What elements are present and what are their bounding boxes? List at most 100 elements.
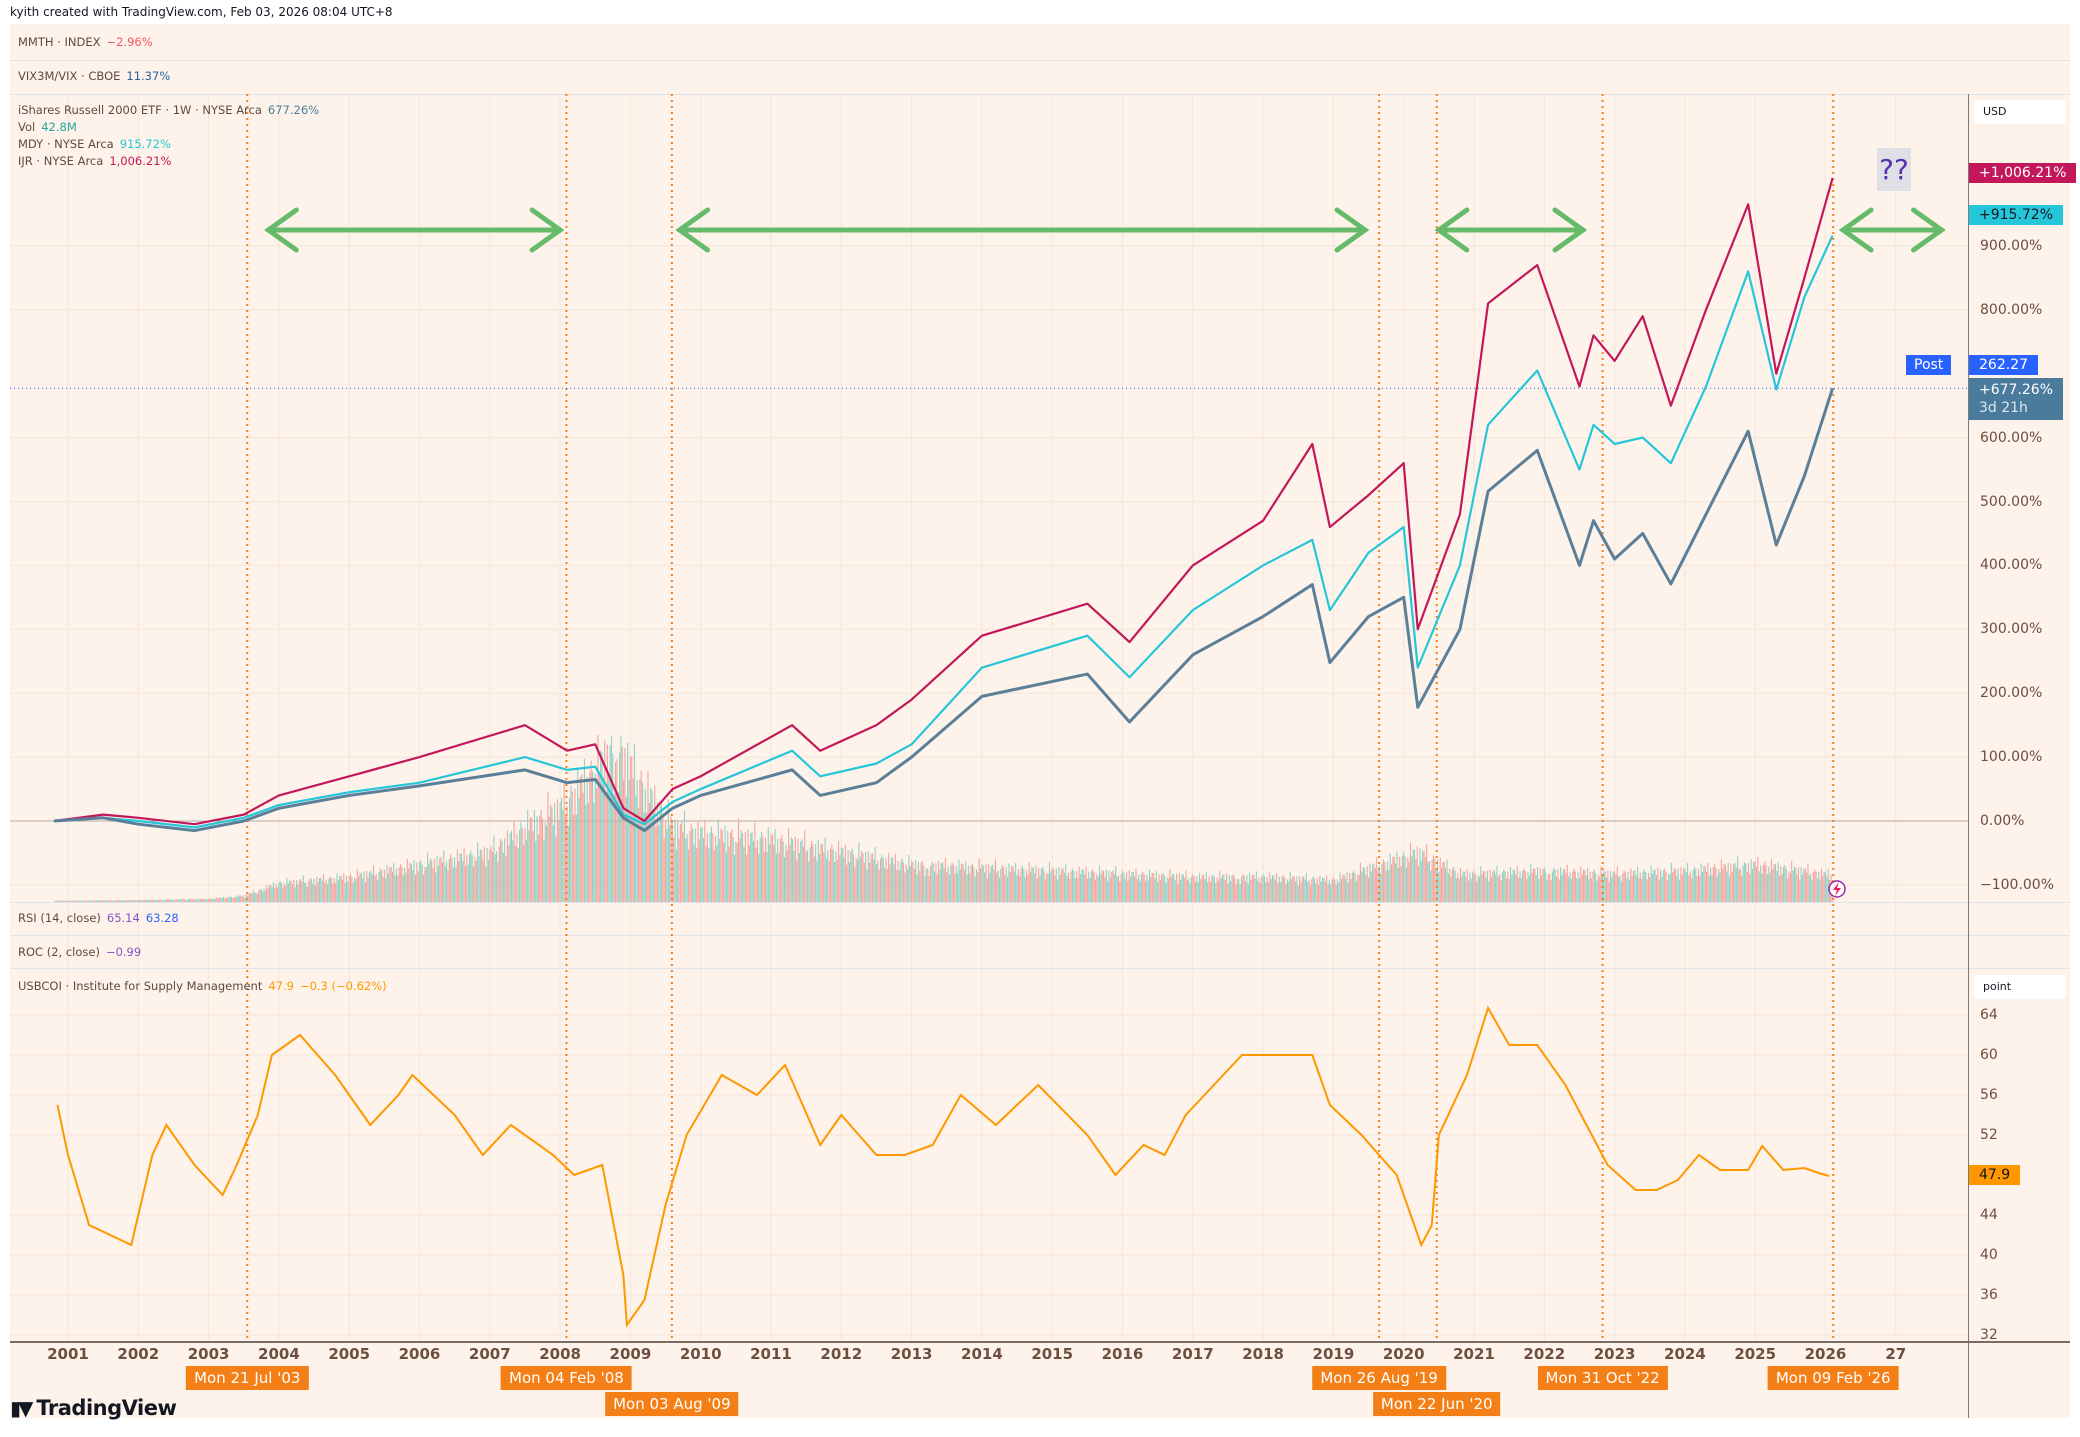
volume-bar — [614, 762, 617, 902]
date-marker-badge[interactable]: Mon 21 Jul '03 — [186, 1366, 309, 1390]
volume-bar — [322, 874, 325, 902]
volume-bar — [1531, 872, 1533, 902]
volume-bar — [1534, 868, 1536, 902]
volume-bar — [1568, 876, 1570, 902]
volume-bar — [848, 861, 850, 902]
legend-mmth[interactable]: MMTH · INDEX −2.96% — [18, 35, 153, 49]
volume-bar — [1189, 883, 1191, 902]
date-marker-badge[interactable]: Mon 31 Oct '22 — [1537, 1366, 1668, 1390]
date-marker-badge[interactable]: Mon 22 Jun '20 — [1372, 1392, 1501, 1416]
volume-bar — [785, 844, 787, 902]
volume-bar — [1234, 877, 1236, 902]
question-mark-note[interactable]: ?? — [1877, 148, 1911, 191]
volume-bar — [1601, 874, 1603, 902]
volume-bar — [1511, 874, 1513, 902]
legend-ism[interactable]: USBCOI · Institute for Supply Management… — [18, 979, 387, 993]
volume-bar — [1219, 871, 1221, 902]
volume-bar — [1109, 877, 1111, 902]
volume-bar — [639, 779, 641, 902]
volume-bar — [72, 900, 74, 902]
volume-bar — [1423, 850, 1425, 902]
volume-bar — [239, 895, 241, 902]
volume-bar — [320, 877, 322, 902]
volume-bar — [936, 874, 938, 902]
volume-bar — [1393, 856, 1395, 902]
volume-bar — [337, 879, 339, 902]
volume-bar — [312, 883, 314, 902]
volume-bar — [57, 900, 60, 902]
volume-bar — [564, 816, 567, 902]
tradingview-logo-icon: ▮▼ — [10, 1396, 33, 1420]
volume-bar — [1043, 870, 1045, 902]
volume-bar — [1647, 872, 1649, 902]
volume-bar — [781, 834, 783, 902]
volume-bar — [732, 837, 734, 902]
ijr-label: IJR · NYSE Arca — [18, 154, 104, 168]
volume-bar — [112, 900, 114, 902]
volume-bar — [750, 833, 752, 902]
volume-bar — [794, 836, 796, 902]
volume-bar — [395, 868, 398, 902]
legend-vix[interactable]: VIX3M/VIX · CBOE 11.37% — [18, 69, 170, 83]
volume-bar — [1776, 870, 1778, 902]
volume-bar — [1030, 871, 1032, 902]
date-marker-badge[interactable]: Mon 09 Feb '26 — [1767, 1366, 1899, 1390]
pane-divider[interactable] — [10, 902, 2070, 903]
volume-bar — [1228, 875, 1230, 902]
roc-value: −0.99 — [105, 945, 142, 959]
volume-bar — [183, 899, 185, 902]
volume-bar — [935, 862, 937, 902]
pane-divider[interactable] — [10, 968, 2070, 969]
volume-bar — [939, 869, 941, 902]
volume-bar — [1523, 868, 1525, 902]
date-marker-badge[interactable]: Mon 04 Feb '08 — [501, 1366, 632, 1390]
pane-divider[interactable] — [10, 935, 2070, 936]
volume-bar — [1273, 875, 1275, 902]
volume-bar — [1664, 868, 1666, 902]
volume-bar — [961, 863, 963, 902]
volume-bar — [351, 876, 353, 902]
volume-bar — [660, 801, 663, 902]
volume-bar — [563, 780, 565, 902]
volume-bar — [470, 850, 472, 902]
legend-main[interactable]: iShares Russell 2000 ETF · 1W · NYSE Arc… — [18, 102, 319, 170]
volume-bar — [1473, 870, 1475, 902]
volume-bar — [1446, 859, 1448, 902]
volume-bar — [570, 785, 572, 902]
volume-bar — [66, 901, 68, 902]
volume-bar — [762, 836, 764, 902]
volume-bar — [1150, 876, 1152, 902]
year-label: 2022 — [1523, 1345, 1566, 1363]
volume-bar — [1620, 881, 1622, 902]
date-marker-badge[interactable]: Mon 03 Aug '09 — [605, 1392, 739, 1416]
tradingview-logo[interactable]: ▮▼ TradingView — [10, 1396, 177, 1420]
ism-unit-selector[interactable]: point — [1974, 975, 2066, 999]
volume-bar — [1441, 868, 1443, 902]
volume-bar — [932, 863, 934, 902]
volume-bar — [525, 839, 527, 902]
volume-bar — [1489, 869, 1491, 902]
volume-bar — [285, 885, 287, 902]
pane-divider[interactable] — [10, 60, 2070, 61]
volume-bar — [1132, 871, 1134, 902]
volume-bar — [1745, 863, 1747, 902]
currency-selector[interactable]: USD — [1974, 100, 2066, 124]
price-tick-label: 0.00% — [1980, 813, 2025, 829]
volume-bar — [1678, 879, 1681, 902]
volume-bar — [448, 858, 450, 902]
volume-bar — [352, 883, 354, 902]
pane-divider[interactable] — [10, 94, 2070, 95]
date-marker-badge[interactable]: Mon 26 Aug '19 — [1312, 1366, 1446, 1390]
volume-bar — [1121, 870, 1124, 902]
volume-bar — [1300, 881, 1302, 902]
volume-bar — [1254, 878, 1256, 902]
ism-tick-label: 32 — [1980, 1327, 1998, 1343]
volume-bar — [125, 899, 127, 902]
volume-bar — [567, 825, 569, 902]
volume-bar — [1400, 866, 1402, 902]
volume-bar — [1826, 876, 1828, 902]
legend-rsi[interactable]: RSI (14, close) 65.14 63.28 — [18, 911, 179, 925]
volume-bar — [942, 862, 944, 902]
legend-roc[interactable]: ROC (2, close) −0.99 — [18, 945, 141, 959]
